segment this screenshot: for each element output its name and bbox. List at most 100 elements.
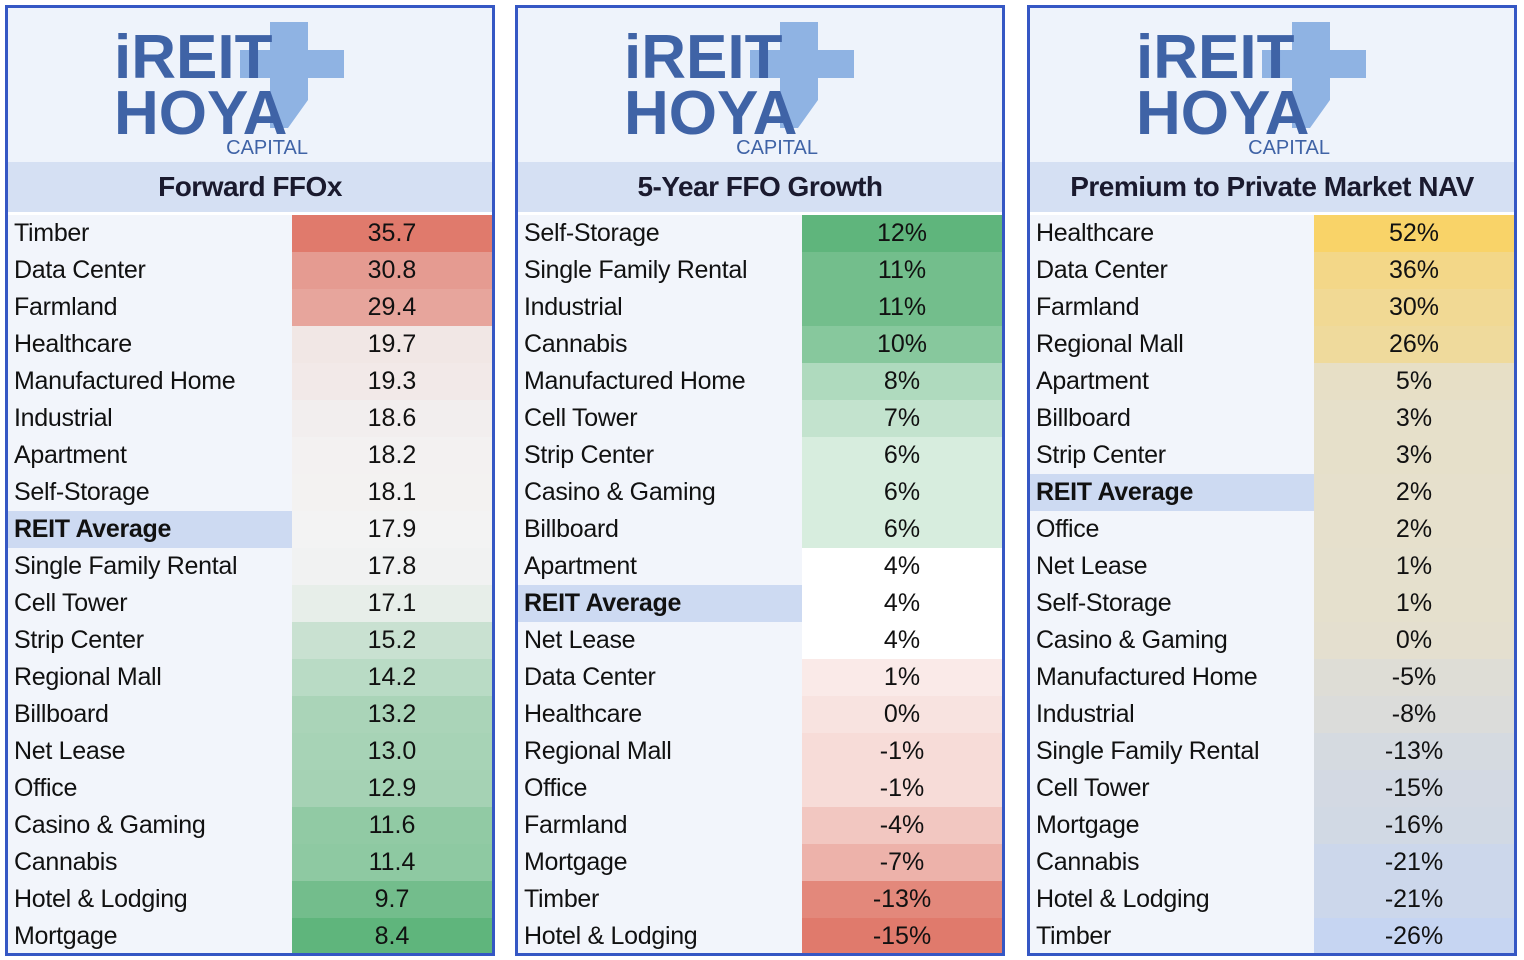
row-value: 17.9 xyxy=(292,511,492,548)
row-label: Billboard xyxy=(8,696,292,733)
row-label: Billboard xyxy=(1030,400,1314,437)
row-label: REIT Average xyxy=(1030,474,1314,511)
row-label: Billboard xyxy=(518,511,802,548)
row-label: Regional Mall xyxy=(518,733,802,770)
table-row: Cannabis -21% xyxy=(1030,844,1514,881)
column-header: Premium to Private Market NAV xyxy=(1030,162,1514,212)
row-value: 1% xyxy=(1314,585,1514,622)
row-value: 17.1 xyxy=(292,585,492,622)
row-label: Self-Storage xyxy=(1030,585,1314,622)
row-label: Data Center xyxy=(1030,252,1314,289)
table-row: Casino & Gaming 11.6 xyxy=(8,807,492,844)
table-row: Self-Storage 1% xyxy=(1030,585,1514,622)
table-row: Healthcare 19.7 xyxy=(8,326,492,363)
row-value: -8% xyxy=(1314,696,1514,733)
table-panel: iREIT HOYA CAPITAL Forward FFOx Timber 35.7 Da… xyxy=(5,5,495,956)
table-panel: iREIT HOYA CAPITAL Premium to Private Marke… xyxy=(1027,5,1517,956)
table-row: Billboard 3% xyxy=(1030,400,1514,437)
table-row: Farmland -4% xyxy=(518,807,1002,844)
row-value: 14.2 xyxy=(292,659,492,696)
row-value: 1% xyxy=(802,659,1002,696)
table-row: Hotel & Lodging 9.7 xyxy=(8,881,492,918)
table-row: Industrial 18.6 xyxy=(8,400,492,437)
row-label: Strip Center xyxy=(8,622,292,659)
table-panel: iREIT HOYA CAPITAL 5-Year FFO Growth Self-St… xyxy=(515,5,1005,956)
row-label: Farmland xyxy=(8,289,292,326)
row-label: Healthcare xyxy=(518,696,802,733)
table-row: Timber 35.7 xyxy=(8,215,492,252)
row-label: Cell Tower xyxy=(1030,770,1314,807)
table-row: Data Center 36% xyxy=(1030,252,1514,289)
table-row: Strip Center 6% xyxy=(518,437,1002,474)
row-value: 5% xyxy=(1314,363,1514,400)
row-value: 6% xyxy=(802,437,1002,474)
row-label: Hotel & Lodging xyxy=(8,881,292,918)
row-value: 2% xyxy=(1314,511,1514,548)
logo-cross xyxy=(240,22,344,128)
logo: iREIT HOYA CAPITAL xyxy=(1030,8,1514,162)
table-row: Healthcare 52% xyxy=(1030,215,1514,252)
logo-brand2: HOYA xyxy=(1136,79,1309,148)
row-label: Timber xyxy=(8,215,292,252)
row-label: Office xyxy=(518,770,802,807)
table-row: Office -1% xyxy=(518,770,1002,807)
row-label: Apartment xyxy=(1030,363,1314,400)
table-row: Billboard 6% xyxy=(518,511,1002,548)
table-row: Net Lease 4% xyxy=(518,622,1002,659)
table-row: Apartment 5% xyxy=(1030,363,1514,400)
table-row: Strip Center 3% xyxy=(1030,437,1514,474)
table-row: Strip Center 15.2 xyxy=(8,622,492,659)
row-value: 7% xyxy=(802,400,1002,437)
row-value: -5% xyxy=(1314,659,1514,696)
row-value: -15% xyxy=(1314,770,1514,807)
logo-brand: iREIT xyxy=(624,23,783,92)
row-value: 52% xyxy=(1314,215,1514,252)
table-row: REIT Average 17.9 xyxy=(8,511,492,548)
row-value: 8% xyxy=(802,363,1002,400)
table-row: Casino & Gaming 0% xyxy=(1030,622,1514,659)
row-label: Industrial xyxy=(8,400,292,437)
table-row: Farmland 29.4 xyxy=(8,289,492,326)
row-value: 11% xyxy=(802,252,1002,289)
logo-sub: CAPITAL xyxy=(736,137,818,159)
table-row: Cell Tower 7% xyxy=(518,400,1002,437)
row-value: -13% xyxy=(1314,733,1514,770)
table-row: Manufactured Home 19.3 xyxy=(8,363,492,400)
row-value: -1% xyxy=(802,733,1002,770)
table-row: Industrial -8% xyxy=(1030,696,1514,733)
row-label: REIT Average xyxy=(518,585,802,622)
row-label: Hotel & Lodging xyxy=(1030,881,1314,918)
row-label: Mortgage xyxy=(518,844,802,881)
row-value: 26% xyxy=(1314,326,1514,363)
row-value: 15.2 xyxy=(292,622,492,659)
logo-brand2: HOYA xyxy=(624,79,797,148)
table-row: Industrial 11% xyxy=(518,289,1002,326)
row-value: 19.3 xyxy=(292,363,492,400)
row-label: Cannabis xyxy=(1030,844,1314,881)
row-value: 11.6 xyxy=(292,807,492,844)
row-value: 9.7 xyxy=(292,881,492,918)
table-row: Casino & Gaming 6% xyxy=(518,474,1002,511)
row-label: Regional Mall xyxy=(8,659,292,696)
row-value: -21% xyxy=(1314,881,1514,918)
logo-cross xyxy=(750,22,854,128)
column-header: Forward FFOx xyxy=(8,162,492,212)
row-label: Data Center xyxy=(8,252,292,289)
row-label: Casino & Gaming xyxy=(8,807,292,844)
row-label: Mortgage xyxy=(1030,807,1314,844)
row-value: -16% xyxy=(1314,807,1514,844)
row-label: REIT Average xyxy=(8,511,292,548)
row-label: Single Family Rental xyxy=(8,548,292,585)
row-value: 11% xyxy=(802,289,1002,326)
row-value: -21% xyxy=(1314,844,1514,881)
logo-brand: iREIT xyxy=(1136,23,1295,92)
table-row: Hotel & Lodging -21% xyxy=(1030,881,1514,918)
row-label: Office xyxy=(1030,511,1314,548)
table-row: Self-Storage 12% xyxy=(518,215,1002,252)
row-label: Healthcare xyxy=(1030,215,1314,252)
table-row: Data Center 1% xyxy=(518,659,1002,696)
